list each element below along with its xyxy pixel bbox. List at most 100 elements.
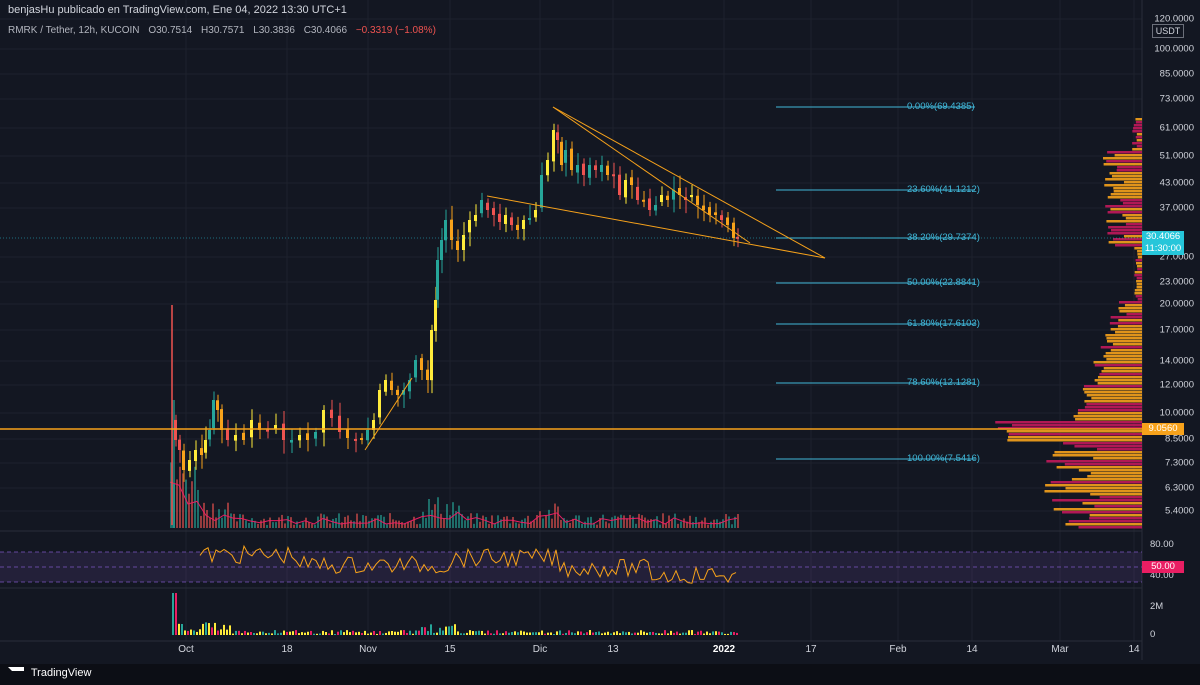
candle-body: [216, 400, 219, 410]
volume-pane-bar: [388, 631, 390, 635]
volume-profile-row: [1136, 139, 1142, 142]
price-tick: 6.3000: [1164, 482, 1194, 494]
volume-bar: [212, 503, 214, 528]
volume-profile-row: [1007, 439, 1142, 442]
volume-pane-bar: [181, 623, 183, 635]
tradingview-logo[interactable]: TradingView: [8, 667, 91, 679]
breakout-trendline[interactable]: [364, 377, 413, 451]
volume-profile-row: [1077, 412, 1142, 415]
candle-body: [434, 300, 437, 331]
volume-pane-bar: [487, 630, 489, 635]
volume-bar: [623, 515, 625, 528]
volume-bar: [458, 505, 460, 528]
wedge-upper-trendline-2[interactable]: [552, 106, 826, 259]
candle-body: [606, 165, 609, 175]
volume-profile-row: [1056, 466, 1142, 469]
volume-bar: [215, 517, 217, 528]
volume-profile-row: [1078, 409, 1142, 412]
candle-body: [594, 165, 597, 170]
volume-bar: [374, 518, 376, 528]
volume-profile-row: [1106, 337, 1142, 340]
volume-bar: [269, 517, 271, 528]
volume-pane-bar: [592, 632, 594, 635]
volume-pane-bar: [253, 633, 255, 635]
volume-pane-bar: [340, 630, 342, 635]
volume-profile-row: [1086, 394, 1142, 397]
candle-body: [430, 330, 433, 381]
volume-pane-bar: [436, 632, 438, 635]
volume-pane-bar: [721, 632, 723, 635]
volume-bar: [401, 522, 403, 528]
volume-bar: [599, 518, 601, 528]
volume-profile-row: [1084, 406, 1142, 409]
candle-body: [702, 205, 705, 210]
volume-pane-bar: [469, 630, 471, 635]
volume-pane-bar: [643, 631, 645, 635]
volume-pane-bar: [655, 632, 657, 635]
volume-bar: [461, 514, 463, 528]
volume-pane-bar: [565, 632, 567, 635]
volume-bar: [233, 513, 235, 528]
volume-pane-bar: [652, 631, 654, 635]
volume-bar: [329, 523, 331, 528]
symbol-legend[interactable]: RMRK / Tether, 12h, KUCOIN O30.7514 H30.…: [8, 25, 442, 36]
volume-pane-bar: [280, 632, 282, 635]
volume-pane-bar: [466, 632, 468, 635]
volume-bar: [356, 513, 358, 528]
volume-profile-row: [1063, 442, 1142, 445]
volume-bar: [284, 523, 286, 528]
candle-body: [696, 195, 699, 205]
fib-level-label: 38.20%(29.7374): [907, 232, 980, 243]
volume-bar: [425, 518, 427, 528]
volume-pane-bar: [358, 631, 360, 635]
volume-bar: [470, 513, 472, 528]
symbol-name[interactable]: RMRK / Tether, 12h, KUCOIN: [8, 25, 140, 36]
volume-pane-bar: [187, 630, 189, 635]
volume-pane-bar: [703, 633, 705, 635]
volume-bar: [569, 522, 571, 528]
volume-profile-row: [1062, 511, 1142, 514]
publisher-text: benjasHu publicado en TradingView.com, E…: [8, 4, 347, 16]
volume-bar: [584, 521, 586, 528]
time-tick: 2022: [712, 644, 736, 655]
volume-pane-bar: [220, 629, 222, 635]
volume-profile-row: [1111, 175, 1142, 178]
volume-pane-bar: [625, 632, 627, 635]
price-axis[interactable]: 120.0000 100.0000 85.0000 73.0000 61.0000 51.…: [1142, 0, 1200, 531]
volume-bar: [608, 523, 610, 528]
volume-pane-bar: [379, 631, 381, 635]
wedge-lower-trendline[interactable]: [486, 195, 826, 259]
currency-label[interactable]: USDT: [1152, 24, 1184, 38]
volume-profile-row: [1065, 487, 1142, 490]
volume-profile-row: [1134, 274, 1142, 277]
wedge-upper-trendline[interactable]: [552, 106, 751, 244]
candle-body: [298, 435, 301, 441]
price-tick: 73.0000: [1159, 93, 1194, 105]
volume-pane-bar: [172, 593, 174, 635]
volume-pane-bar: [175, 593, 177, 635]
candle-body: [354, 438, 357, 441]
volume-bar: [332, 518, 334, 528]
candles: [171, 123, 739, 525]
volume-bar: [407, 521, 409, 528]
price-tick: 7.3000: [1164, 457, 1194, 469]
fib-retracement[interactable]: [776, 106, 975, 460]
volume-profile-row: [1110, 349, 1142, 352]
volume-pane-bar: [199, 629, 201, 635]
volume-bar: [707, 524, 709, 528]
volume-profile-row: [1137, 256, 1142, 259]
volume-pane-bar: [319, 633, 321, 635]
volume-pane-bar: [454, 624, 456, 635]
candle-body: [486, 202, 489, 210]
volume-pane-bar: [283, 630, 285, 635]
volume-pane-bar: [595, 632, 597, 635]
volume-bar: [677, 523, 679, 528]
volume-bar: [515, 522, 517, 528]
price-tick: 61.0000: [1159, 122, 1194, 134]
volume-pane-bar: [670, 630, 672, 635]
volume-bar: [203, 502, 205, 528]
volume-bar: [230, 513, 232, 528]
ohlc-low: L30.3836: [253, 25, 295, 36]
volume-pane-bar: [673, 632, 675, 635]
